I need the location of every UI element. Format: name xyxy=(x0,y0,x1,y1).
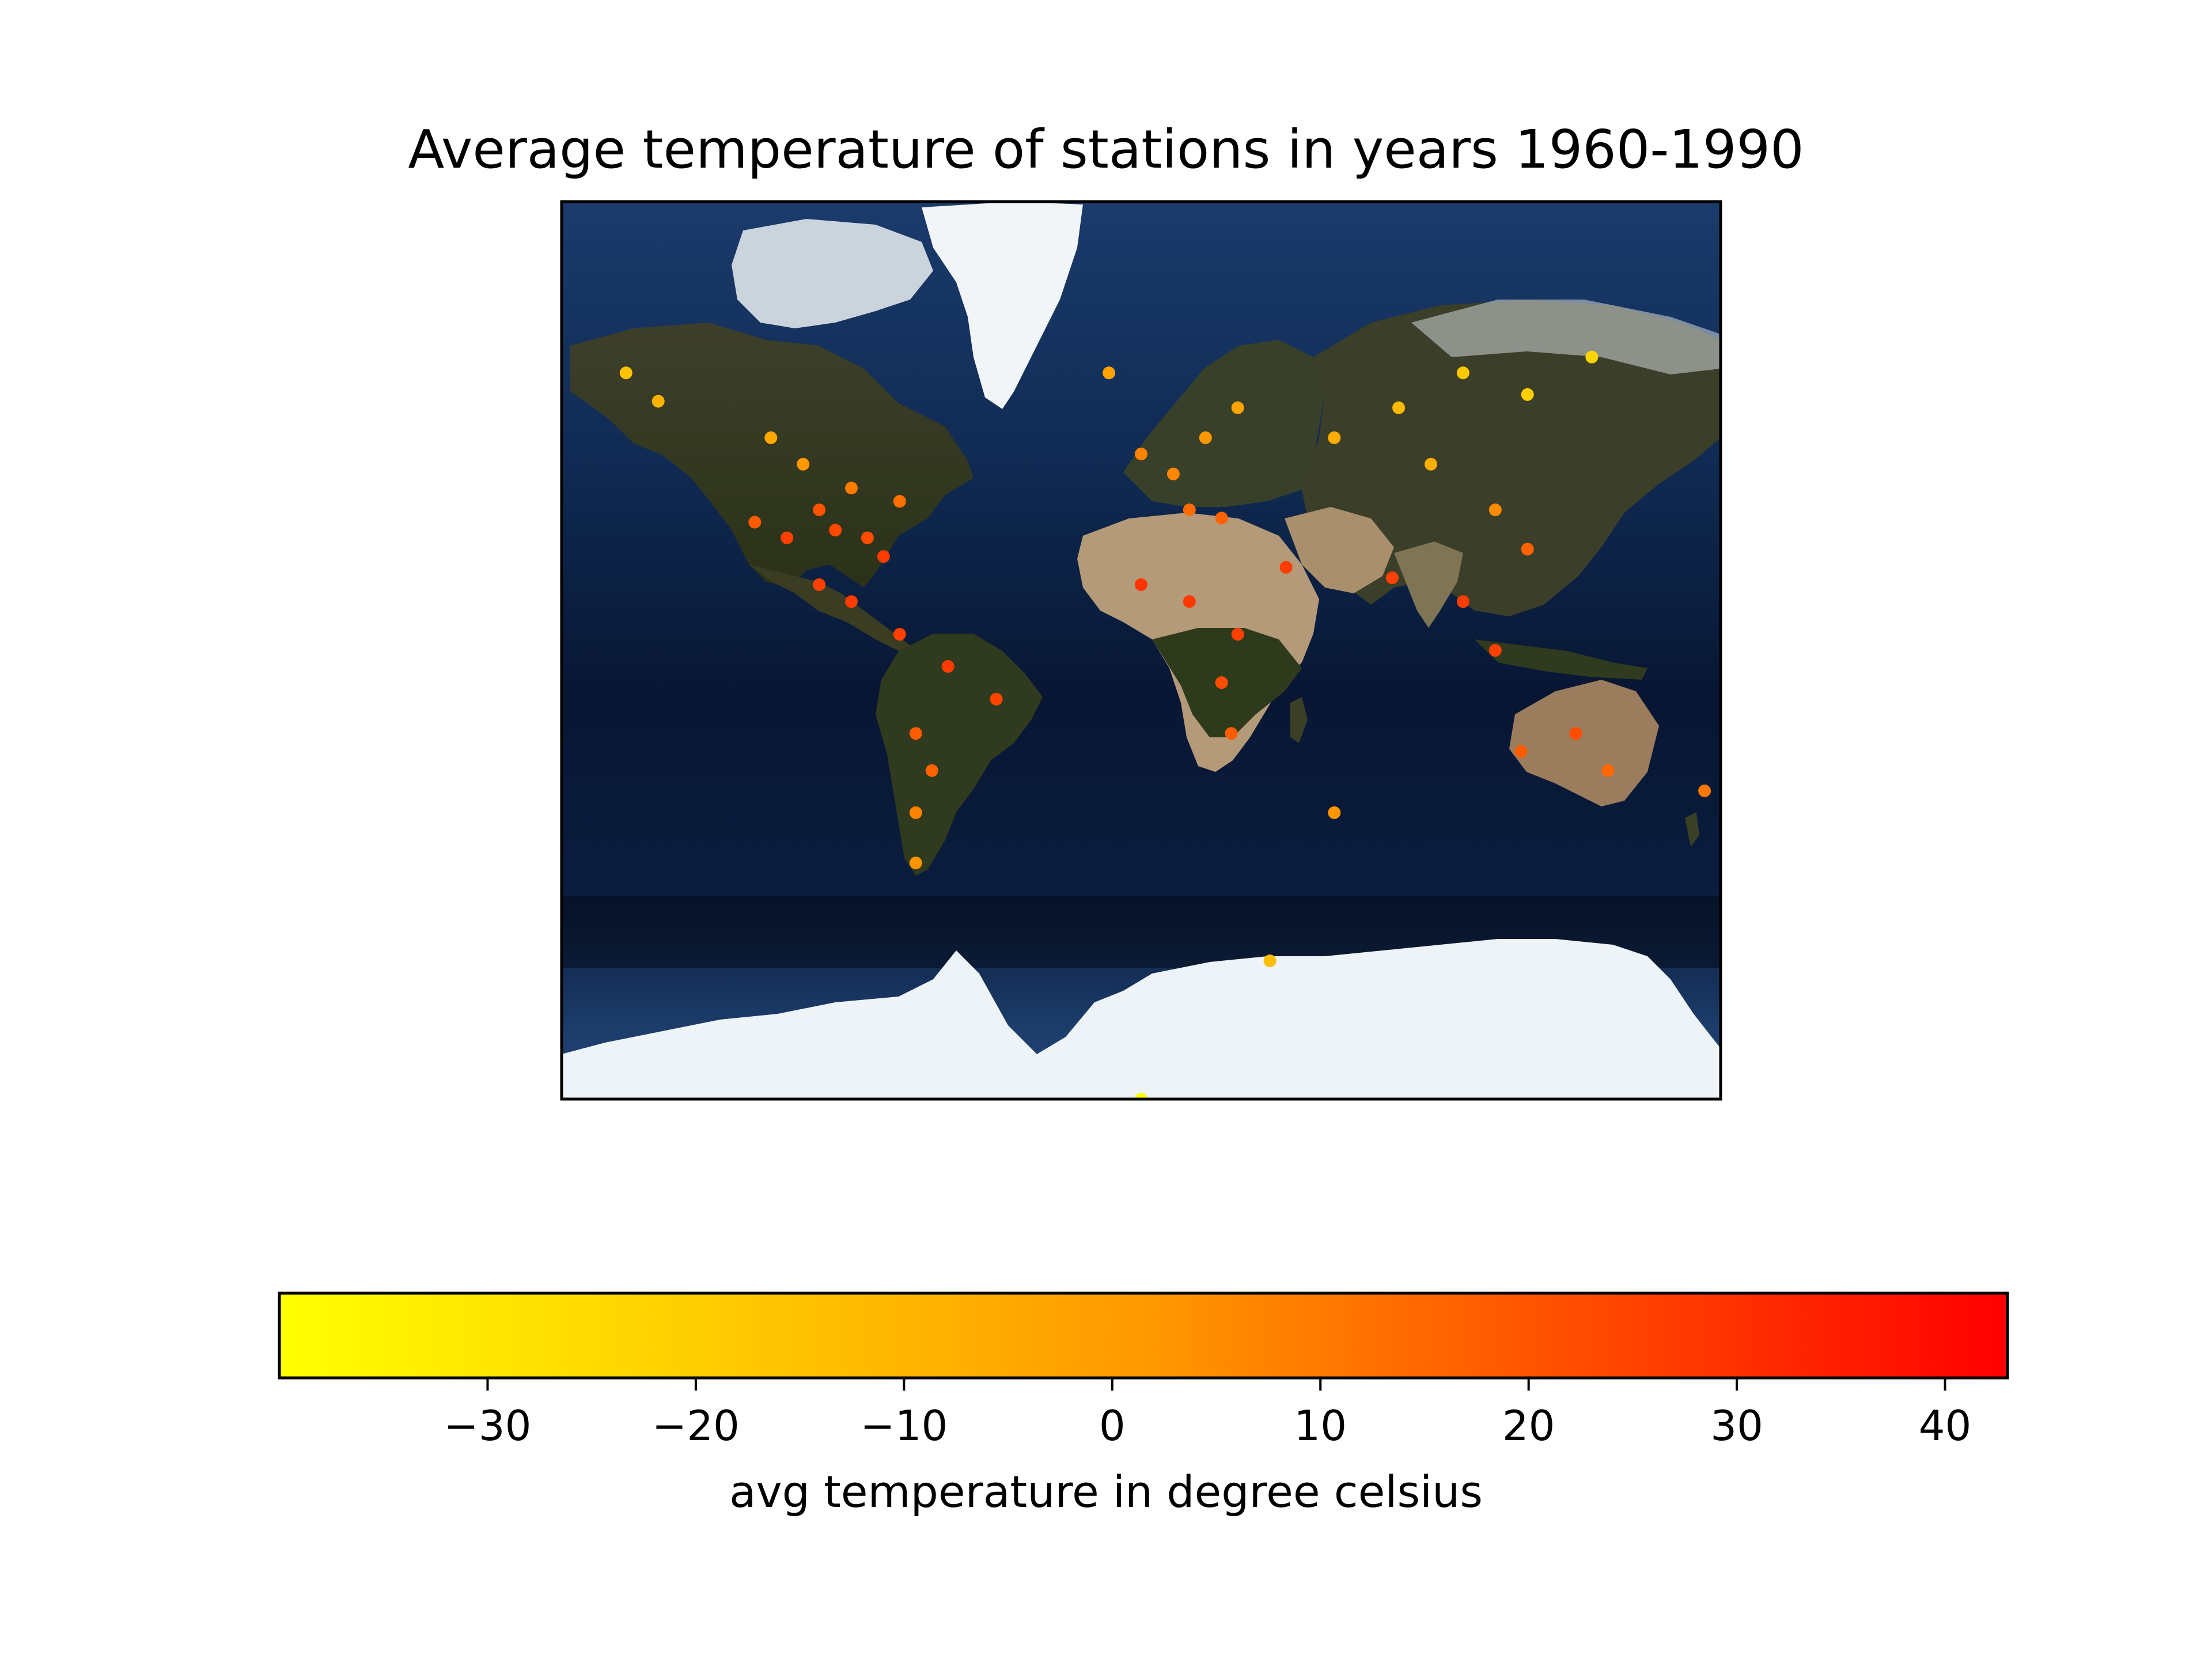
station-point-11 xyxy=(619,366,632,380)
station-point-45 xyxy=(1569,727,1582,740)
colorbar-label: avg temperature in degree celsius xyxy=(729,1466,1483,1517)
station-point-34 xyxy=(1328,431,1341,444)
colorbar-tick-label: 20 xyxy=(1502,1402,1555,1450)
land-north-america xyxy=(570,323,974,588)
land-india xyxy=(1394,541,1463,628)
station-point-4 xyxy=(781,531,794,544)
colorbar-tick-label: 30 xyxy=(1710,1402,1763,1450)
station-point-42 xyxy=(1385,571,1399,585)
colorbar-tick-label: −10 xyxy=(860,1402,948,1450)
station-point-37 xyxy=(1521,388,1534,401)
colorbar-gradient xyxy=(278,1291,2009,1380)
colorbar-tick-label: 10 xyxy=(1294,1402,1347,1450)
station-point-13 xyxy=(845,595,858,608)
station-point-29 xyxy=(1183,595,1196,608)
station-point-49 xyxy=(1328,806,1341,819)
station-point-50 xyxy=(1263,955,1277,967)
station-point-30 xyxy=(1231,628,1244,641)
station-point-44 xyxy=(1488,644,1502,657)
station-point-46 xyxy=(1601,764,1615,777)
land-australia xyxy=(1509,680,1659,806)
station-markers xyxy=(619,350,1711,1099)
station-point-5 xyxy=(748,516,762,529)
land-greenland xyxy=(922,202,1083,409)
station-point-22 xyxy=(1135,448,1147,461)
land-antarctica xyxy=(562,939,1721,1099)
station-point-9 xyxy=(764,431,778,444)
station-point-12 xyxy=(813,578,826,591)
station-point-15 xyxy=(941,660,955,673)
snow-siberia xyxy=(1411,300,1721,374)
station-point-14 xyxy=(893,628,906,641)
station-point-20 xyxy=(909,857,922,870)
station-point-3 xyxy=(877,550,890,563)
station-point-43 xyxy=(1456,595,1469,608)
station-point-0 xyxy=(813,503,826,517)
station-point-33 xyxy=(1279,560,1293,574)
station-point-18 xyxy=(925,764,938,777)
station-point-23 xyxy=(1166,467,1180,480)
colorbar-tick-label: −30 xyxy=(444,1402,531,1450)
station-point-1 xyxy=(829,524,842,537)
station-point-21 xyxy=(1103,366,1116,380)
station-point-19 xyxy=(909,806,922,819)
land-indonesia xyxy=(1475,639,1647,680)
station-point-8 xyxy=(797,457,810,471)
station-point-31 xyxy=(1215,676,1228,690)
station-point-32 xyxy=(1225,727,1238,740)
land-arabia xyxy=(1285,507,1394,593)
colorbar-tick-label: 0 xyxy=(1099,1402,1126,1450)
station-point-47 xyxy=(1514,745,1528,758)
station-point-26 xyxy=(1183,503,1196,517)
station-point-17 xyxy=(909,727,922,740)
colorbar-ticks: −30 −20 −10 0 10 20 30 40 xyxy=(444,1378,1971,1450)
colorbar-tick-label: 40 xyxy=(1919,1402,1972,1450)
station-point-39 xyxy=(1425,457,1437,471)
station-point-16 xyxy=(990,692,1003,706)
land-new-zealand xyxy=(1685,812,1699,847)
land-asia xyxy=(1302,300,1721,616)
land-europe xyxy=(1123,340,1325,507)
station-point-36 xyxy=(1456,366,1469,380)
station-point-6 xyxy=(893,495,906,508)
land-central-america xyxy=(749,565,910,651)
station-point-7 xyxy=(845,482,858,495)
map-frame xyxy=(560,200,1722,1101)
station-point-35 xyxy=(1392,401,1406,414)
station-point-2 xyxy=(861,531,874,544)
station-point-41 xyxy=(1521,543,1534,556)
land-madagascar xyxy=(1290,697,1308,743)
station-point-40 xyxy=(1488,503,1502,517)
colorbar-tick-label: −20 xyxy=(652,1402,740,1450)
station-point-25 xyxy=(1231,401,1244,414)
station-point-10 xyxy=(652,395,665,408)
station-point-27 xyxy=(1215,512,1228,525)
station-point-28 xyxy=(1135,578,1147,591)
station-point-24 xyxy=(1199,431,1212,444)
station-point-48 xyxy=(1698,784,1711,797)
station-point-51 xyxy=(1135,1093,1147,1099)
land-arctic-islands xyxy=(732,219,933,328)
station-point-38 xyxy=(1585,350,1599,363)
chart-title: Average temperature of stations in years… xyxy=(408,119,1804,180)
